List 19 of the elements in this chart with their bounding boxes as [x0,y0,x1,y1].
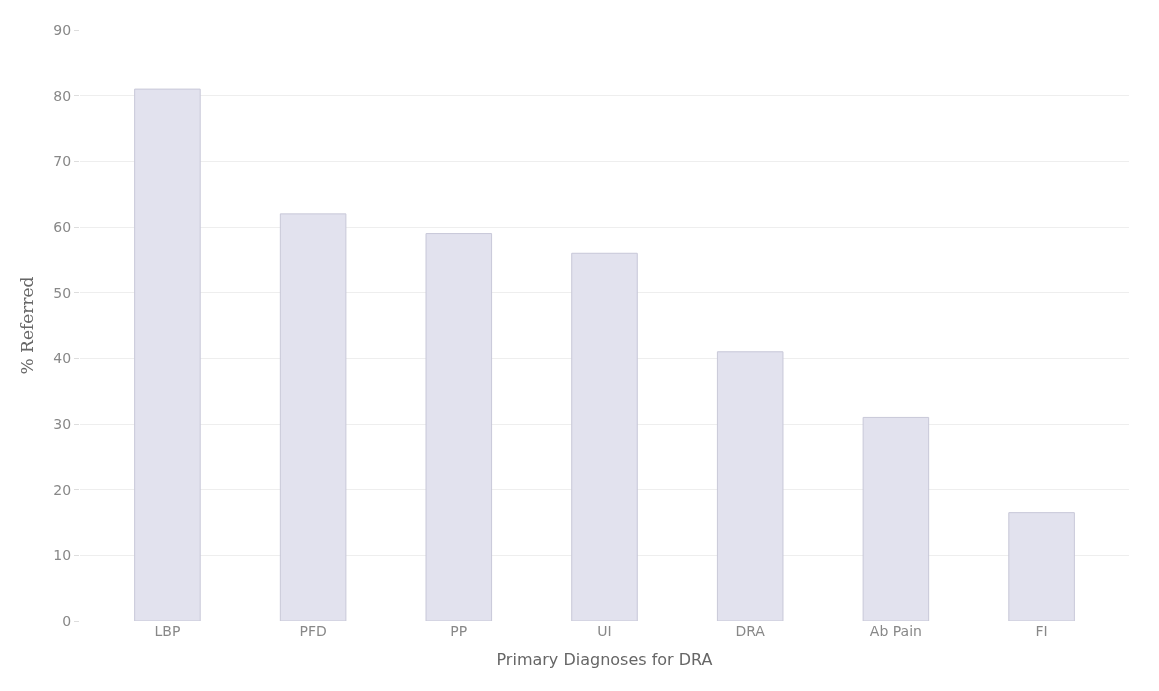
y-tick-label: 40 [53,350,72,367]
x-tick-label: UI [597,623,612,639]
y-tick-label: 30 [53,415,72,432]
x-tick-label: PFD [299,623,327,639]
y-axis-title: % Referred [16,276,37,375]
y-tick-label: 90 [53,21,72,38]
y-tick-label: 0 [62,612,72,629]
y-tick-label: 20 [53,481,72,498]
y-tick-label: 10 [53,547,72,564]
y-tick-label: 70 [53,153,72,170]
y-tick-label: 50 [53,284,72,301]
x-tick-label: DRA [735,623,766,639]
y-tick-label: 80 [53,87,72,104]
x-tick-label: PP [450,623,468,639]
x-tick-label: Ab Pain [869,623,922,639]
x-axis-title: Primary Diagnoses for DRA [496,649,713,669]
y-tick-label: 60 [53,218,72,235]
x-tick-label: LBP [154,623,181,639]
x-tick-label: FI [1035,623,1048,639]
